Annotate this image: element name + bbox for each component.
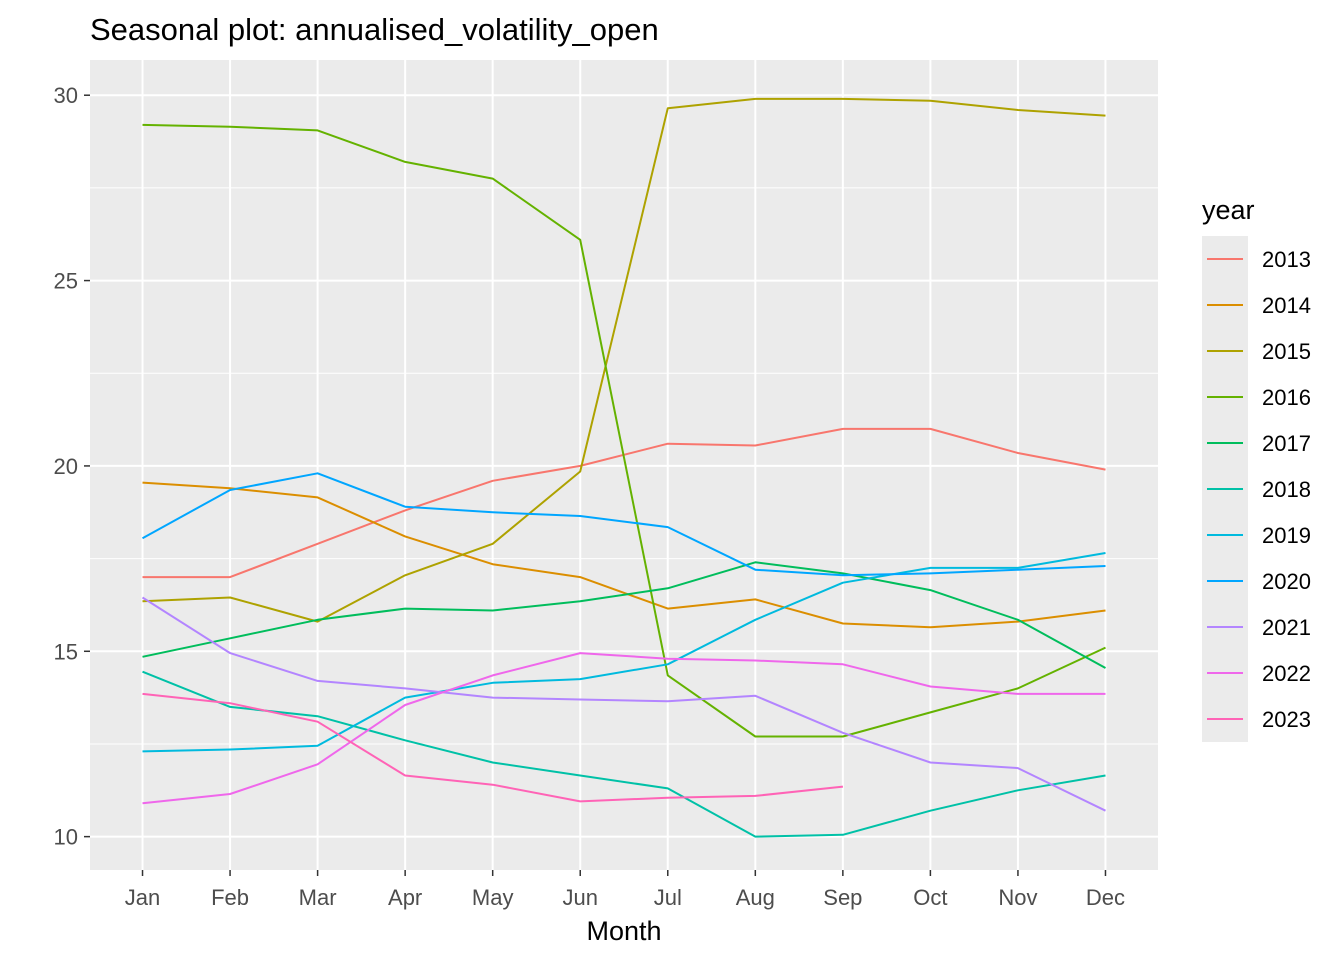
legend-label-2016: 2016: [1262, 385, 1311, 410]
legend-label-2022: 2022: [1262, 661, 1311, 686]
legend-label-2018: 2018: [1262, 477, 1311, 502]
series-line-2014: [142, 481, 1106, 629]
legend-label-2013: 2013: [1262, 247, 1311, 272]
series-line-2023: [142, 692, 844, 803]
x-axis-title: Month: [586, 916, 661, 946]
legend-label-2015: 2015: [1262, 339, 1311, 364]
legend-label-2021: 2021: [1262, 615, 1311, 640]
y-tick-label: 30: [54, 83, 78, 108]
y-tick-label: 20: [54, 454, 78, 479]
series-lines: [141, 97, 1106, 838]
legend-label-2017: 2017: [1262, 431, 1311, 456]
x-tick-label: May: [472, 885, 514, 910]
series-line-2019: [142, 552, 1106, 753]
x-tick-label: Dec: [1086, 885, 1125, 910]
x-axis-ticks: Jan Feb Mar Apr May Jun Jul Aug Sep Oct Nov Dec: [125, 870, 1125, 910]
minor-gridlines: [90, 187, 1158, 745]
x-tick-label: Oct: [913, 885, 947, 910]
legend-label-2019: 2019: [1262, 523, 1311, 548]
y-tick-label: 15: [54, 639, 78, 664]
x-tick-label: Jan: [125, 885, 160, 910]
x-tick-label: Aug: [736, 885, 775, 910]
x-tick-label: Nov: [998, 885, 1037, 910]
y-axis-ticks: 10 15 20 25 30: [54, 83, 90, 850]
legend-title: year: [1202, 195, 1255, 225]
x-tick-label: Jul: [654, 885, 682, 910]
legend-label-2023: 2023: [1262, 707, 1311, 732]
series-line-2016: [142, 123, 1106, 738]
series-line-2018: [142, 670, 1106, 838]
series-line-2020: [142, 472, 1106, 577]
y-tick-label: 25: [54, 269, 78, 294]
series-line-2021: [141, 596, 1106, 812]
x-tick-label: Apr: [388, 885, 422, 910]
legend-label-2020: 2020: [1262, 569, 1311, 594]
x-tick-label: Mar: [299, 885, 337, 910]
series-line-2017: [142, 561, 1106, 669]
y-tick-label: 10: [54, 825, 78, 850]
x-tick-label: Sep: [823, 885, 862, 910]
legend: 2013 2014 2015 2016 2017 2018 2019 2020 2021 2022…: [1202, 236, 1311, 742]
chart-title: Seasonal plot: annualised_volatility_ope…: [90, 12, 659, 47]
x-tick-label: Feb: [211, 885, 249, 910]
legend-label-2014: 2014: [1262, 293, 1311, 318]
series-line-2022: [142, 652, 1106, 805]
series-line-2015: [142, 97, 1106, 623]
x-tick-label: Jun: [562, 885, 597, 910]
